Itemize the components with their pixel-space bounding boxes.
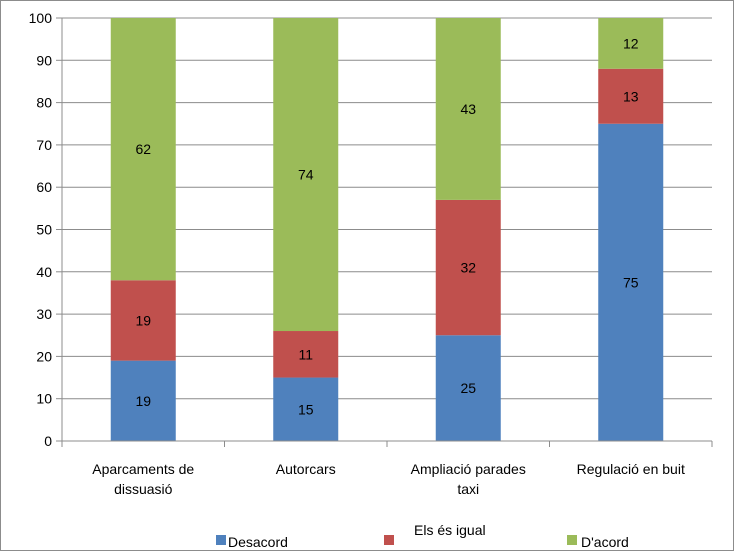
legend-swatch: [384, 535, 394, 545]
data-label: 13: [623, 88, 639, 104]
y-tick-label: 20: [36, 348, 52, 364]
bar-segment: [110, 360, 176, 441]
legend-swatch: [567, 535, 577, 545]
y-tick-label: 30: [36, 306, 52, 322]
data-label: 12: [623, 35, 639, 51]
legend-label: D'acord: [581, 534, 629, 550]
data-label: 32: [460, 260, 476, 276]
y-tick-label: 10: [36, 391, 52, 407]
bar-segment: [110, 280, 176, 361]
data-label: 75: [623, 274, 639, 290]
data-label: 19: [135, 393, 151, 409]
y-tick-label: 90: [36, 52, 52, 68]
data-label: 74: [298, 167, 314, 183]
category-label: dissuasió: [114, 481, 173, 497]
y-tick-label: 50: [36, 222, 52, 238]
data-label: 15: [298, 401, 314, 417]
data-label: 25: [460, 380, 476, 396]
bar-segment: [435, 335, 501, 441]
legend-swatch: [216, 535, 226, 545]
legend: Desacord Els és igual D'acord: [216, 522, 629, 550]
bar-segment: [435, 18, 501, 200]
y-tick-label: 40: [36, 264, 52, 280]
bar-segment: [273, 331, 339, 378]
data-label: 43: [460, 101, 476, 117]
category-label: Autorcars: [276, 461, 336, 477]
y-tick-label: 80: [36, 95, 52, 111]
data-label: 11: [298, 346, 313, 362]
y-tick-label: 70: [36, 137, 52, 153]
labels: 19 19 62 Aparcaments de dissuasió 15 11 74 Autor…: [92, 35, 685, 497]
data-label: 19: [135, 312, 151, 328]
y-tick-label: 0: [44, 433, 52, 449]
bar-segment: [273, 18, 339, 332]
y-tick-label: 100: [29, 10, 53, 26]
bar-segment: [273, 377, 339, 441]
axes: 0 10 20 30 40 50 60 70 80 90 100: [29, 10, 713, 449]
data-label: 62: [135, 141, 151, 157]
bar-segment: [435, 199, 501, 336]
bars: [110, 18, 664, 441]
category-label: Aparcaments de: [92, 461, 194, 477]
category-label: Regulació en buit: [577, 461, 685, 477]
legend-label: Els és igual: [414, 522, 486, 538]
y-tick-label: 60: [36, 179, 52, 195]
bar-segment: [110, 18, 176, 281]
category-label: Ampliació parades: [411, 461, 526, 477]
bar-segment: [598, 68, 664, 124]
legend-label: Desacord: [228, 534, 288, 550]
bar-segment: [598, 18, 664, 69]
bar-segment: [598, 123, 664, 441]
category-label: taxi: [457, 481, 479, 497]
